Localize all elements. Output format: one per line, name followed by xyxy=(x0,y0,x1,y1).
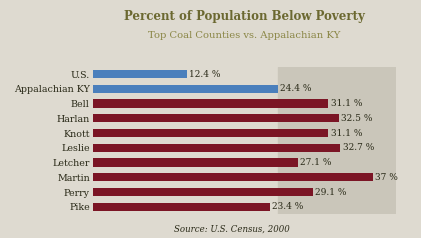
Text: 32.5 %: 32.5 % xyxy=(341,114,373,123)
Text: 31.1 %: 31.1 % xyxy=(330,129,362,138)
Text: 12.4 %: 12.4 % xyxy=(189,69,220,79)
Bar xyxy=(93,159,298,167)
Bar xyxy=(93,203,270,211)
Bar xyxy=(93,173,373,181)
Text: Top Coal Counties vs. Appalachian KY: Top Coal Counties vs. Appalachian KY xyxy=(148,31,340,40)
Text: Source: U.S. Census, 2000: Source: U.S. Census, 2000 xyxy=(174,224,289,233)
Text: 31.1 %: 31.1 % xyxy=(330,99,362,108)
Text: Percent of Population Below Poverty: Percent of Population Below Poverty xyxy=(124,10,365,23)
Bar xyxy=(93,188,313,196)
Text: 27.1 %: 27.1 % xyxy=(300,158,332,167)
Text: 23.4 %: 23.4 % xyxy=(272,202,304,211)
Bar xyxy=(277,67,396,214)
Bar xyxy=(93,114,339,122)
Text: 29.1 %: 29.1 % xyxy=(315,188,347,197)
Bar xyxy=(93,144,341,152)
Bar xyxy=(93,70,187,78)
Text: 24.4 %: 24.4 % xyxy=(280,84,311,93)
Text: 32.7 %: 32.7 % xyxy=(343,143,374,152)
Text: 37 %: 37 % xyxy=(375,173,398,182)
Bar xyxy=(93,85,277,93)
Bar xyxy=(93,99,328,108)
Bar xyxy=(93,129,328,137)
